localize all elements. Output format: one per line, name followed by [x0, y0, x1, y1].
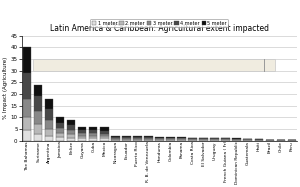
Bar [100, 127, 109, 131]
Bar [34, 96, 42, 111]
Bar [188, 138, 197, 139]
Bar [144, 138, 153, 139]
Bar [56, 137, 64, 140]
Bar [56, 117, 64, 122]
Bar [67, 130, 75, 134]
Bar [56, 128, 64, 133]
Bar [34, 85, 42, 96]
Bar [78, 127, 86, 130]
Bar [67, 125, 75, 130]
Bar [67, 138, 75, 140]
Bar [45, 99, 53, 109]
Bar [133, 138, 142, 139]
Bar [89, 136, 98, 138]
Bar [89, 130, 98, 133]
Bar [177, 137, 186, 138]
Bar [177, 139, 186, 140]
Legend: 1 meter, 2 meter, 3 meter, 4 meter, 5 meter: 1 meter, 2 meter, 3 meter, 4 meter, 5 me… [91, 19, 229, 27]
Bar [210, 139, 219, 140]
Bar [56, 122, 64, 128]
Bar [34, 134, 42, 140]
Bar [56, 133, 64, 137]
Bar [155, 138, 164, 139]
Bar [111, 138, 119, 139]
Bar [167, 138, 175, 139]
Bar [144, 137, 153, 138]
Bar [122, 137, 130, 138]
Bar [100, 138, 109, 140]
Bar [177, 138, 186, 139]
Bar [78, 136, 86, 138]
Bar [122, 136, 130, 137]
Bar [133, 137, 142, 138]
Bar [111, 139, 119, 140]
Bar [100, 134, 109, 136]
Bar [221, 139, 230, 140]
Bar [232, 139, 241, 140]
Bar [45, 129, 53, 136]
Bar [23, 117, 32, 130]
Bar [167, 139, 175, 140]
Bar [144, 139, 153, 140]
Bar [232, 138, 241, 139]
Bar [167, 137, 175, 138]
Bar [111, 137, 119, 138]
Bar [78, 133, 86, 136]
Bar [89, 133, 98, 136]
Bar [23, 130, 32, 140]
Bar [23, 73, 32, 99]
Title: Latin America & Caribbean: Agricultural extent impacted: Latin America & Caribbean: Agricultural … [50, 24, 269, 33]
Bar [122, 139, 130, 140]
Bar [89, 127, 98, 130]
Bar [67, 119, 75, 125]
Bar [200, 139, 208, 140]
Bar [45, 119, 53, 129]
Bar [188, 139, 197, 140]
Bar [78, 138, 86, 140]
Bar [45, 136, 53, 140]
Bar [200, 138, 208, 139]
Bar [89, 138, 98, 140]
Y-axis label: % Impact (Agriculture): % Impact (Agriculture) [3, 57, 8, 119]
Bar [122, 138, 130, 139]
Bar [155, 137, 164, 138]
Bar [23, 99, 32, 117]
Bar [210, 138, 219, 139]
Bar [67, 134, 75, 138]
Bar [34, 111, 42, 124]
Bar [45, 109, 53, 119]
Bar [155, 139, 164, 140]
Bar [100, 131, 109, 134]
Bar [221, 138, 230, 139]
Bar [78, 130, 86, 133]
Bar [133, 139, 142, 140]
Bar [100, 136, 109, 138]
Bar [244, 139, 252, 140]
Bar [111, 136, 119, 137]
Bar [34, 124, 42, 134]
Bar [23, 47, 32, 73]
Bar [33, 59, 275, 70]
